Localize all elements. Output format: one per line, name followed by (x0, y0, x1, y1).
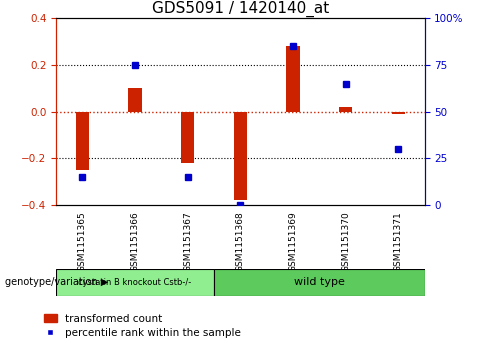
Legend: transformed count, percentile rank within the sample: transformed count, percentile rank withi… (44, 314, 241, 338)
Bar (56, 269, 214, 296)
Bar (214, 269, 425, 296)
Bar (234, 112, 247, 200)
Text: wild type: wild type (294, 277, 345, 287)
Bar (181, 112, 194, 163)
Bar (128, 88, 142, 112)
Text: genotype/variation ▶: genotype/variation ▶ (5, 277, 108, 287)
Title: GDS5091 / 1420140_at: GDS5091 / 1420140_at (152, 1, 329, 17)
Bar (339, 107, 352, 112)
Bar (392, 112, 405, 114)
Bar (286, 46, 300, 112)
Bar (76, 112, 89, 170)
Text: cystatin B knockout Cstb-/-: cystatin B knockout Cstb-/- (79, 278, 192, 287)
